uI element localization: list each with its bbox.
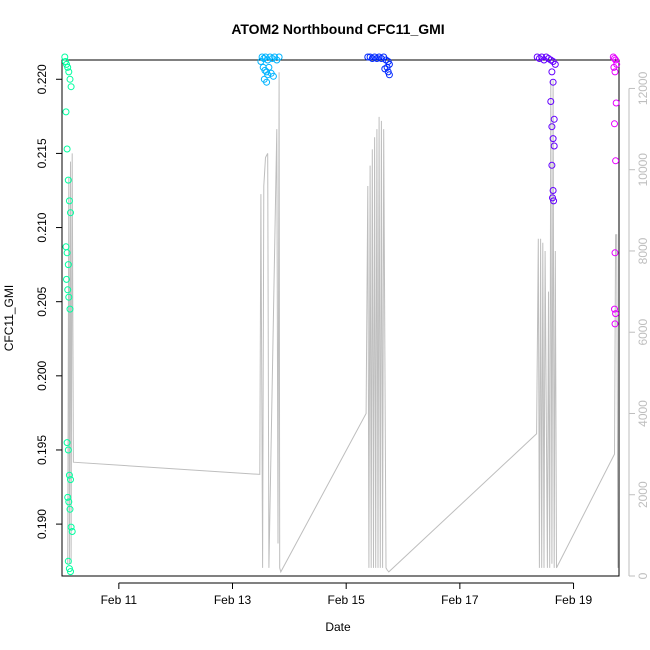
data-point (61, 53, 69, 61)
data-point (385, 71, 393, 79)
data-point (550, 115, 558, 123)
data-point (64, 557, 72, 565)
data-point (66, 305, 74, 313)
data-point (549, 135, 557, 143)
x-tick-label: Feb 19 (555, 593, 593, 607)
y-axis: 0.190 0.195 0.200 0.205 0.210 0.215 0.220 (35, 64, 63, 539)
data-point (67, 83, 75, 91)
data-point (64, 286, 72, 294)
y-right-tick-label: 8000 (636, 237, 650, 264)
data-point (550, 197, 558, 205)
data-point (612, 56, 620, 64)
data-point (64, 176, 72, 184)
y-tick-label: 0.210 (35, 212, 49, 242)
data-point (548, 68, 556, 76)
data-point (65, 471, 73, 479)
x-tick-label: Feb 11 (101, 593, 138, 607)
data-point (67, 209, 74, 217)
data-point (263, 78, 271, 86)
data-point (264, 71, 272, 79)
data-point (612, 99, 620, 107)
data-point (63, 439, 71, 447)
data-point (611, 249, 619, 257)
data-point (547, 98, 555, 105)
data-point (364, 53, 372, 61)
data-point (611, 55, 618, 62)
data-point (611, 320, 619, 328)
y-right-tick-label: 6000 (636, 319, 650, 346)
data-point (64, 493, 72, 501)
data-point (612, 157, 620, 165)
data-point (265, 63, 273, 71)
y-axis-label: CFC11_GMI (2, 285, 16, 351)
data-point (260, 55, 268, 62)
x-axis: Feb 11 Feb 13 Feb 15 Feb 17 Feb 19 (101, 582, 593, 607)
data-point (548, 161, 556, 169)
data-point (549, 194, 556, 202)
data-point (66, 75, 74, 83)
series-1 (61, 53, 76, 576)
data-point (550, 142, 558, 150)
plot-frame (61, 59, 620, 577)
series-3 (364, 53, 393, 79)
y-tick-label: 0.220 (35, 64, 49, 94)
data-point (62, 108, 70, 116)
data-point (549, 187, 557, 194)
data-point (612, 310, 620, 318)
data-point (65, 197, 73, 205)
x-tick-label: Feb 17 (441, 593, 479, 607)
data-point (275, 53, 283, 61)
y-right-tick-label: 0 (636, 572, 650, 579)
series-2 (257, 53, 283, 86)
data-point (258, 53, 266, 61)
data-point (611, 120, 618, 128)
data-point (67, 523, 75, 531)
x-tick-label: Feb 13 (214, 593, 252, 607)
data-point (62, 243, 70, 251)
data-point (63, 249, 71, 257)
series-5 (609, 53, 621, 328)
data-point (67, 568, 74, 576)
data-point (548, 123, 556, 131)
points-layer (61, 53, 621, 576)
y-right-tick-label: 10000 (636, 153, 650, 187)
data-point (65, 565, 73, 573)
data-point (64, 63, 72, 71)
y-right-tick-label: 4000 (636, 400, 650, 427)
data-point (66, 505, 74, 513)
data-point (611, 68, 619, 76)
data-point (64, 261, 72, 269)
y-tick-label: 0.195 (35, 435, 49, 465)
y-tick-label: 0.190 (35, 509, 49, 539)
altitude-line (67, 72, 619, 574)
data-point (610, 63, 618, 71)
data-point (551, 60, 559, 68)
y-right-tick-label: 12000 (636, 71, 650, 105)
chart-title: ATOM2 Northbound CFC11_GMI (231, 21, 444, 37)
data-point (68, 528, 76, 535)
y-tick-label: 0.215 (35, 138, 49, 168)
data-point (64, 446, 72, 454)
data-point (63, 145, 71, 153)
y-axis-right: 0 2000 4000 6000 8000 10000 12000 (628, 71, 650, 579)
data-point (67, 476, 74, 484)
data-point (65, 498, 73, 506)
series-4 (533, 53, 559, 205)
y-tick-label: 0.200 (35, 360, 49, 390)
altitude-layer (67, 72, 619, 574)
x-tick-label: Feb 15 (328, 593, 366, 607)
data-point (549, 78, 557, 86)
data-point (63, 275, 70, 283)
x-axis-label: Date (325, 620, 351, 634)
y-tick-label: 0.205 (35, 286, 49, 316)
y-right-tick-label: 2000 (636, 481, 650, 508)
data-point (65, 68, 73, 76)
data-point (65, 293, 73, 301)
data-point (611, 305, 618, 313)
